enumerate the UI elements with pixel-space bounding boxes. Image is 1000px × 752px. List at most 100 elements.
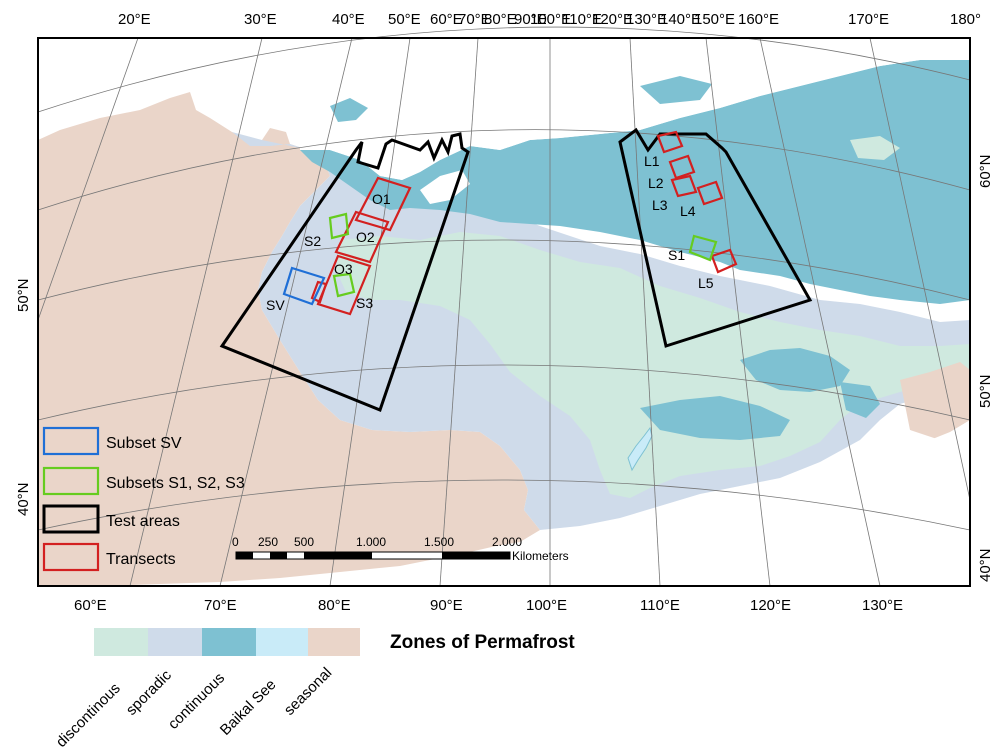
label-S2: S2 [304, 233, 321, 249]
lon-top-160: 160°E [738, 11, 779, 28]
lat-right-60: 60°N [977, 154, 994, 188]
lon-bottom-120: 120°E [750, 597, 791, 614]
zone-swatch-baikal [256, 628, 308, 656]
lon-top-70: 70°E [458, 11, 491, 28]
lon-top-90: 90°E [514, 11, 547, 28]
transect-L4 [696, 180, 724, 206]
lat-right-40: 40°N [977, 548, 994, 582]
island-north-2 [640, 76, 712, 104]
right-latitude-labels: 60°N 50°N 40°N [977, 154, 994, 582]
zone-continuous-patch-1 [740, 348, 850, 392]
zone-continuous [300, 60, 970, 304]
lat-left-50: 50°N [15, 278, 32, 312]
legend-label-subsets-s: Subsets S1, S2, S3 [106, 475, 245, 492]
label-L5: L5 [698, 275, 714, 291]
legend-label-subset-sv: Subset SV [106, 435, 182, 452]
subset-S1 [688, 234, 718, 262]
lon-top-130: 130°E [626, 11, 667, 28]
lon-top-100: 100°E [530, 11, 571, 28]
transects [310, 130, 738, 316]
zone-continuous-patch-2 [640, 396, 790, 440]
subset-S3 [332, 272, 356, 298]
island-north-3 [850, 136, 900, 160]
transect-L1 [656, 130, 684, 154]
zone-swatch-seasonal [308, 628, 360, 656]
legend-label-test-areas: Test areas [106, 513, 180, 530]
graticule [37, 26, 971, 587]
lon-bottom-60: 60°E [74, 597, 107, 614]
label-O1: O1 [372, 191, 391, 207]
zone-label-discontinous: discontinous [53, 680, 124, 751]
zone-label-sporadic: sporadic [123, 666, 175, 718]
lon-top-170: 170°E [848, 11, 889, 28]
sea-okhotsk [850, 420, 970, 586]
zone-continuous-patch-3 [840, 382, 880, 418]
sea-arctic [300, 38, 970, 180]
lon-top-80: 80°E [484, 11, 517, 28]
scale-tick-2000: 2.000 [492, 535, 522, 549]
scale-unit: Kilometers [512, 549, 569, 563]
scale-tick-500: 500 [294, 535, 314, 549]
zone-seasonal-west [38, 92, 540, 586]
label-S3: S3 [356, 295, 373, 311]
area-labels: O1 O2 O3 S2 S3 SV L1 L2 L3 L4 S1 L5 [266, 153, 714, 313]
transect-O1 [354, 176, 412, 232]
lon-top-40: 40°E [332, 11, 365, 28]
lon-top-60: 60°E [430, 11, 463, 28]
lat-right-50: 50°N [977, 374, 994, 408]
label-O3: O3 [334, 261, 353, 277]
transect-L5 [710, 248, 738, 274]
label-O2: O2 [356, 229, 375, 245]
left-latitude-labels: 50°N 40°N [15, 278, 32, 516]
zone-swatch-continuous [202, 628, 256, 656]
scale-tick-250: 250 [258, 535, 278, 549]
transect-O2 [334, 210, 390, 264]
label-L4: L4 [680, 203, 696, 219]
lon-bottom-130: 130°E [862, 597, 903, 614]
scale-tick-0: 0 [232, 535, 239, 549]
zone-swatch-sporadic [148, 628, 202, 656]
lat-left-40: 40°N [15, 482, 32, 516]
zone-label-baikal: Baikal See [217, 676, 280, 739]
legend-box-subset-sv [42, 426, 100, 456]
zones-title: Zones of Permafrost [390, 632, 575, 653]
scale-tick-1500: 1.500 [424, 535, 454, 549]
zone-swatch-discontinous [94, 628, 148, 656]
subset-SV [282, 266, 326, 306]
map-area [38, 38, 970, 586]
legend-box-transects [42, 542, 100, 572]
lon-bottom-90: 90°E [430, 597, 463, 614]
legend-box-test-areas [42, 504, 100, 534]
lon-top-150: 150°E [694, 11, 735, 28]
lon-bottom-110: 110°E [640, 597, 680, 614]
lon-top-20: 20°E [118, 11, 151, 28]
lon-bottom-70: 70°E [204, 597, 237, 614]
label-L3: L3 [652, 197, 668, 213]
lon-top-140: 140°E [660, 11, 701, 28]
map-frame [37, 37, 971, 587]
test-area-west [219, 132, 470, 412]
transect-L3 [670, 174, 698, 198]
lon-top-110: 110°E [562, 11, 602, 28]
legend-label-transects: Transects [106, 551, 176, 568]
lon-bottom-80: 80°E [318, 597, 351, 614]
lon-bottom-100: 100°E [526, 597, 567, 614]
test-area-east [618, 127, 813, 348]
transect-sv-small [310, 280, 328, 304]
bottom-longitude-labels: 60°E 70°E 80°E 90°E 100°E 110°E 120°E 13… [74, 597, 903, 614]
lon-top-120: 120°E [592, 11, 633, 28]
label-L1: L1 [644, 153, 660, 169]
zone-label-seasonal: seasonal [281, 664, 335, 718]
lon-top-50: 50°E [388, 11, 421, 28]
label-L2: L2 [648, 175, 664, 191]
island-north-1 [330, 98, 368, 122]
label-SV: SV [266, 297, 285, 313]
map-legend: Subset SV Subsets S1, S2, S3 Test areas … [42, 426, 245, 572]
top-longitude-labels: 20°E 30°E 40°E 50°E 60°E 70°E 80°E 90°E … [118, 11, 981, 28]
transect-L2 [668, 154, 696, 180]
label-S1: S1 [668, 247, 685, 263]
lon-top-30: 30°E [244, 11, 277, 28]
zone-discontinuous [336, 232, 970, 498]
scale-bar: 0 250 500 1.000 1.500 2.000 Kilometers [232, 535, 569, 563]
